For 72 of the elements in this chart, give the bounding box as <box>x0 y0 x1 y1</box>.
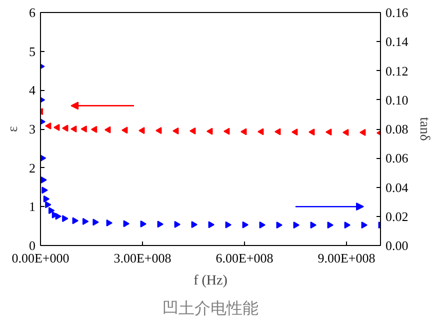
point <box>361 222 368 229</box>
y-tick-label: 3 <box>29 122 36 136</box>
x-tick-label: 9.00E+008 <box>318 250 376 266</box>
y-tick-label: 4 <box>29 82 36 98</box>
point <box>123 220 130 228</box>
point <box>258 128 264 136</box>
point <box>42 186 48 194</box>
point <box>92 218 99 226</box>
point <box>208 221 214 228</box>
point <box>45 122 52 130</box>
y2-tick-label: 0.04 <box>386 180 409 195</box>
point <box>174 220 180 228</box>
point <box>342 128 349 136</box>
point <box>225 221 232 228</box>
point <box>90 126 98 133</box>
point <box>292 128 298 136</box>
point <box>206 128 213 135</box>
point <box>122 126 128 134</box>
y-axis-title: ε <box>6 126 21 132</box>
x-tick-label: 6.00E+008 <box>216 250 274 266</box>
y2-tick-label: 0.08 <box>386 122 408 136</box>
point <box>104 126 111 134</box>
point <box>80 126 87 132</box>
point <box>70 126 77 132</box>
y2-tick-label: 0.10 <box>386 92 408 108</box>
point <box>140 220 146 228</box>
point <box>138 127 145 134</box>
point <box>72 217 78 224</box>
point <box>276 222 282 229</box>
y2-tick-label: 0.12 <box>386 63 408 78</box>
point <box>62 124 68 132</box>
y-tick-label: 1 <box>29 199 36 214</box>
x-tick-label: 0.00E+000 <box>12 250 70 266</box>
y2-axis-title: tanδ <box>416 117 432 142</box>
y-tick-label: 6 <box>29 5 36 20</box>
point <box>40 176 47 184</box>
point <box>82 218 89 225</box>
point <box>326 128 332 136</box>
y-tick-label: 2 <box>29 160 36 176</box>
y2-tick-label: 0.06 <box>386 150 409 166</box>
point <box>62 215 68 222</box>
y2-tick-label: 0.02 <box>386 208 408 224</box>
point <box>157 220 164 228</box>
point <box>190 127 196 134</box>
point <box>106 219 112 226</box>
text: 凹土介电性能 <box>162 298 258 318</box>
point <box>360 128 366 136</box>
point <box>242 221 248 228</box>
point <box>293 222 300 229</box>
y-tick-label: 0 <box>29 238 36 253</box>
point <box>240 128 247 136</box>
point <box>344 222 350 229</box>
point <box>156 127 162 134</box>
y2-tick-label: 0.00 <box>386 238 408 253</box>
y2-tick-label: 0.16 <box>386 5 409 20</box>
point <box>191 221 198 228</box>
point <box>48 207 55 214</box>
x-tick-label: 3.00E+008 <box>114 250 172 266</box>
point <box>43 195 50 202</box>
point <box>308 128 315 136</box>
point <box>327 222 334 229</box>
point <box>310 222 316 229</box>
point <box>172 127 179 134</box>
point <box>224 128 230 135</box>
point <box>259 221 266 228</box>
point <box>54 124 60 131</box>
point <box>45 201 52 208</box>
point <box>274 128 281 136</box>
x-axis-title: f (Hz) <box>194 274 228 288</box>
y2-tick-label: 0.14 <box>386 34 409 50</box>
point <box>55 212 62 220</box>
y-tick-label: 5 <box>29 44 36 59</box>
